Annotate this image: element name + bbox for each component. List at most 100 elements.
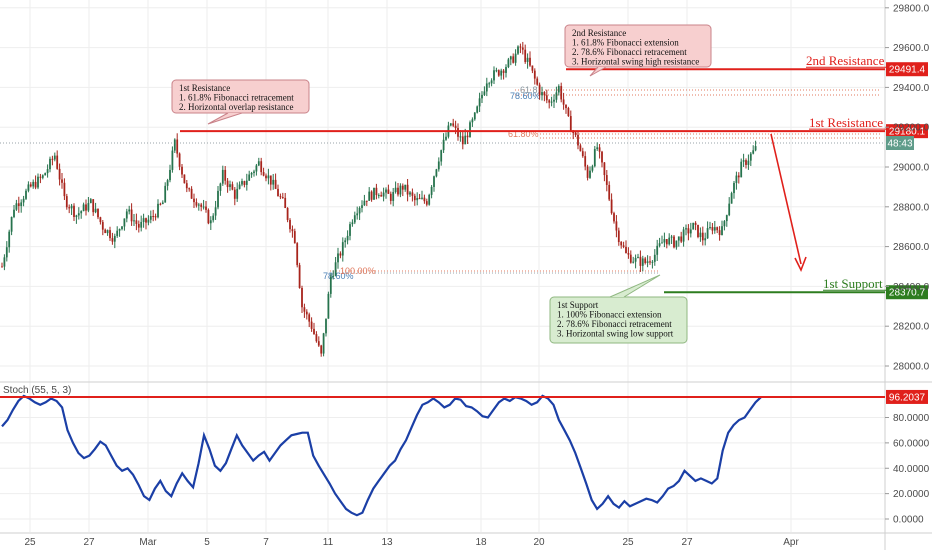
- candle-body: [584, 156, 587, 167]
- candle-body: [73, 205, 75, 217]
- candle-body: [466, 135, 469, 138]
- candle-body: [202, 206, 205, 208]
- level-label: 1st Resistance: [809, 115, 883, 130]
- candle-body: [653, 254, 656, 262]
- candle-body: [344, 240, 347, 243]
- candle-body: [274, 179, 277, 189]
- candle-body: [200, 204, 203, 207]
- candle-body: [538, 84, 541, 96]
- x-tick-label: 25: [24, 537, 36, 548]
- candle-body: [716, 227, 719, 231]
- candle-body: [368, 191, 371, 201]
- candle-body: [89, 199, 92, 204]
- candle-body: [188, 188, 191, 190]
- candle-body: [3, 257, 6, 267]
- resistance-2-box-line: 1. 61.8% Fibonacci extension: [572, 38, 679, 48]
- candle-body: [25, 190, 27, 199]
- candle-body: [226, 180, 229, 188]
- candle-body: [320, 345, 323, 354]
- candle-body: [711, 227, 714, 231]
- candle-body: [248, 174, 251, 181]
- candle-body: [382, 192, 385, 197]
- candle-body: [219, 183, 222, 191]
- stoch-indicator-label[interactable]: Stoch (55, 5, 3): [3, 385, 71, 396]
- candle-body: [680, 236, 683, 242]
- candle-body: [596, 147, 599, 150]
- candle-body: [404, 184, 407, 190]
- y-tick-label: 28600.0: [893, 242, 930, 253]
- candle-body: [435, 169, 438, 177]
- candle-body: [589, 170, 591, 178]
- time-axis[interactable]: 25 27 Mar 5 7 11 13 18 20 25 27 Apr: [24, 537, 799, 548]
- stoch-level-tag: [886, 389, 928, 404]
- candle-body: [622, 245, 625, 247]
- candle-body: [183, 174, 186, 184]
- candle-body: [500, 70, 503, 76]
- candle-body: [142, 218, 145, 222]
- candle-body: [565, 104, 567, 109]
- candle-body: [238, 184, 241, 189]
- candle-body: [425, 201, 428, 205]
- candle-body: [253, 171, 255, 173]
- candle-body: [269, 175, 272, 185]
- candle-body: [82, 204, 85, 212]
- candle-body: [713, 227, 716, 231]
- candle-body: [265, 175, 267, 179]
- candle-body: [401, 185, 404, 190]
- candle-body: [267, 175, 270, 179]
- candle-body: [1, 266, 3, 268]
- candle-body: [284, 197, 287, 208]
- candle-body: [145, 218, 147, 223]
- candle-body: [353, 215, 356, 223]
- price-candles: [1, 41, 757, 357]
- x-tick-label: 25: [622, 537, 634, 548]
- candle-body: [737, 175, 740, 178]
- candle-body: [303, 307, 306, 312]
- candle-body: [567, 108, 570, 117]
- candle-body: [332, 275, 335, 277]
- candle-body: [543, 92, 546, 96]
- candle-body: [560, 86, 563, 100]
- candle-body: [440, 150, 443, 162]
- candle-body: [478, 98, 481, 107]
- candle-body: [725, 215, 728, 222]
- y-tick-label: 29600.0: [893, 43, 930, 54]
- candle-body: [509, 56, 512, 60]
- y-tick-label: 29400.0: [893, 83, 930, 94]
- candle-body: [423, 197, 426, 202]
- candle-body: [121, 226, 123, 230]
- candle-body: [473, 112, 476, 120]
- candle-body: [68, 207, 71, 209]
- candle-body: [721, 226, 723, 236]
- candle-body: [586, 166, 589, 178]
- candle-body: [740, 161, 743, 178]
- candle-body: [394, 187, 397, 193]
- candle-body: [548, 100, 551, 103]
- candle-body: [212, 215, 215, 221]
- price-axis[interactable]: 29800.0 29600.0 29400.0 29200.0 29000.0 28800…: [885, 3, 930, 526]
- candle-body: [418, 198, 421, 200]
- candle-body: [694, 222, 697, 225]
- candle-body: [291, 229, 294, 232]
- candle-body: [97, 208, 99, 218]
- candle-body: [130, 209, 133, 222]
- candle-body: [668, 237, 671, 245]
- candle-body: [483, 91, 486, 95]
- stoch-line: [1, 394, 762, 517]
- candle-body: [531, 65, 534, 71]
- candle-body: [289, 219, 291, 230]
- projection-arrow: [770, 133, 802, 265]
- candle-body: [375, 187, 378, 196]
- resistance-2-box-frame: [564, 24, 712, 68]
- candle-body: [370, 191, 373, 200]
- candle-body: [663, 239, 666, 243]
- candle-body: [29, 184, 32, 187]
- candle-body: [169, 169, 171, 181]
- resistance-2-box-line: 2nd Resistance: [572, 28, 626, 38]
- candle-body: [106, 230, 109, 234]
- candle-body: [495, 70, 498, 72]
- candle-body: [154, 216, 157, 218]
- candle-body: [58, 168, 61, 180]
- candle-body: [80, 211, 83, 214]
